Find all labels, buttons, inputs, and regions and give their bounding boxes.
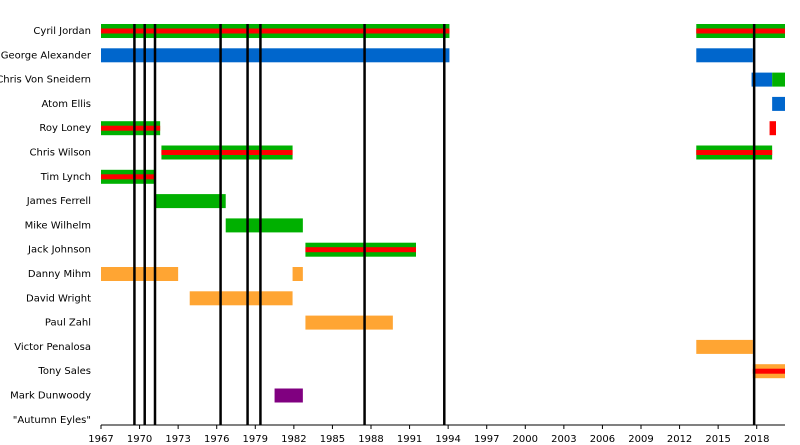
row-label: David Wright bbox=[26, 293, 91, 304]
tenure-stripe bbox=[101, 174, 155, 180]
tenure-bar bbox=[274, 388, 303, 403]
tenure-stripe bbox=[161, 150, 293, 155]
x-tick-label: 1976 bbox=[204, 434, 229, 445]
row-label: George Alexander bbox=[1, 50, 92, 61]
x-tick-label: 2015 bbox=[705, 434, 730, 445]
x-tick-label: 2018 bbox=[744, 434, 769, 445]
row-label: Cyril Jordan bbox=[33, 26, 91, 37]
tenure-bar bbox=[225, 218, 303, 233]
row-label: Mike Wilhelm bbox=[25, 220, 91, 231]
tenure-bar bbox=[189, 291, 293, 306]
x-tick-label: 2000 bbox=[513, 434, 538, 445]
tenure-bar bbox=[696, 339, 753, 354]
x-tick-label: 1991 bbox=[397, 434, 422, 445]
tenure-stripe bbox=[101, 28, 450, 34]
row-label: "Autumn Eyles" bbox=[13, 415, 91, 426]
tenure-bar bbox=[772, 72, 785, 87]
row-label: Mark Dunwoody bbox=[10, 391, 91, 402]
x-tick-label: 1967 bbox=[88, 434, 113, 445]
x-tick-label: 2006 bbox=[590, 434, 615, 445]
x-tick-label: 2009 bbox=[628, 434, 653, 445]
row-label: Victor Penalosa bbox=[14, 342, 91, 353]
x-tick-label: 1979 bbox=[243, 434, 268, 445]
tenure-bar bbox=[769, 121, 776, 136]
x-tick-label: 1994 bbox=[435, 434, 460, 445]
row-label: Chris Von Sneidern bbox=[0, 75, 91, 86]
tenure-bar bbox=[772, 96, 785, 111]
x-tick-label: 1988 bbox=[358, 434, 383, 445]
row-label: Atom Ellis bbox=[42, 99, 92, 110]
row-label: Roy Loney bbox=[39, 123, 91, 134]
tenure-bar bbox=[696, 48, 753, 63]
row-label: Jack Johnson bbox=[27, 245, 91, 256]
tenure-stripe bbox=[696, 28, 785, 34]
row-label: Paul Zahl bbox=[45, 318, 91, 329]
tenure-bar bbox=[751, 72, 773, 87]
row-label: Tony Sales bbox=[37, 366, 91, 377]
x-tick-label: 2012 bbox=[667, 434, 692, 445]
tenure-bar bbox=[305, 315, 393, 330]
tenure-stripe bbox=[305, 247, 416, 253]
tenure-stripe bbox=[101, 125, 161, 131]
x-tick-label: 1997 bbox=[474, 434, 499, 445]
tenure-bar bbox=[101, 267, 179, 281]
tenure-bar bbox=[155, 194, 226, 209]
tenure-stripe bbox=[696, 150, 773, 155]
tenure-stripe bbox=[752, 368, 785, 374]
row-label: James Ferrell bbox=[26, 196, 91, 207]
row-label: Chris Wilson bbox=[30, 148, 92, 159]
x-tick-label: 1982 bbox=[281, 434, 306, 445]
x-tick-label: 1970 bbox=[127, 434, 152, 445]
tenure-bar bbox=[101, 48, 450, 63]
x-tick-label: 1985 bbox=[320, 434, 345, 445]
x-tick-label: 2003 bbox=[551, 434, 576, 445]
row-label: Tim Lynch bbox=[40, 172, 91, 183]
x-tick-label: 1973 bbox=[165, 434, 190, 445]
tenure-bar bbox=[292, 267, 303, 281]
row-label: Danny Mihm bbox=[28, 269, 91, 280]
